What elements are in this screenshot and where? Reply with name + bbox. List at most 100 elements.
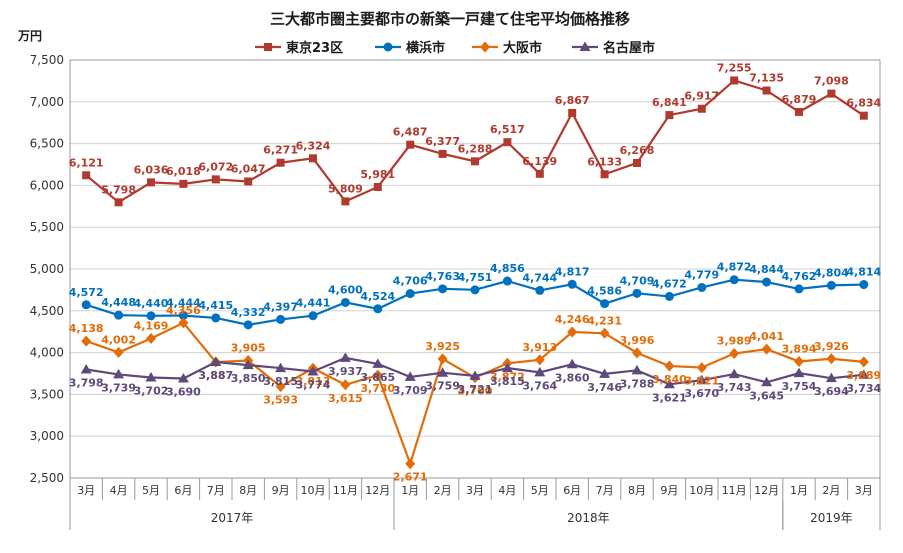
y-tick-label: 5,000 <box>30 262 64 276</box>
data-label: 6,917 <box>684 90 719 103</box>
data-label: 3,759 <box>425 380 460 393</box>
data-label: 4,231 <box>587 314 622 327</box>
y-tick-label: 5,500 <box>30 220 64 234</box>
data-label: 4,572 <box>69 286 104 299</box>
data-label: 4,762 <box>782 270 817 283</box>
data-point <box>826 280 836 290</box>
x-tick-label: 3月 <box>855 484 873 497</box>
data-label: 3,615 <box>328 392 363 405</box>
data-label: 6,121 <box>69 156 104 169</box>
x-tick-label: 5月 <box>142 484 160 497</box>
data-point <box>664 360 675 372</box>
data-point <box>211 175 220 184</box>
data-label: 6,867 <box>555 94 590 107</box>
data-point <box>81 335 92 347</box>
legend-label: 東京23区 <box>286 40 343 56</box>
data-point <box>438 284 448 294</box>
data-point <box>340 379 351 391</box>
data-label: 3,905 <box>231 342 266 355</box>
data-label: 4,872 <box>717 261 752 274</box>
data-label: 6,377 <box>425 135 460 148</box>
data-point <box>696 362 707 374</box>
data-label: 3,996 <box>620 334 655 347</box>
data-label: 3,850 <box>231 372 266 385</box>
data-label: 4,672 <box>652 277 687 290</box>
data-point <box>276 314 286 324</box>
data-point <box>696 374 708 385</box>
data-label: 3,645 <box>749 389 784 402</box>
data-label: 7,135 <box>749 72 784 85</box>
data-point <box>404 371 416 381</box>
data-label: 3,746 <box>587 381 622 394</box>
data-point <box>858 369 870 379</box>
data-label: 3,700 <box>458 385 493 398</box>
data-point <box>729 275 739 285</box>
data-point <box>795 107 803 116</box>
data-label: 4,763 <box>425 270 460 283</box>
data-point <box>858 356 869 368</box>
data-label: 4,751 <box>458 271 493 284</box>
data-point <box>113 368 125 379</box>
x-tick-label: 12月 <box>365 484 390 497</box>
year-label: 2019年 <box>810 511 853 525</box>
data-label: 3,690 <box>166 386 201 399</box>
series-1 <box>81 275 869 330</box>
x-tick-label: 10月 <box>689 484 714 497</box>
data-label: 4,138 <box>69 322 104 335</box>
data-label: 3,813 <box>296 375 331 388</box>
data-label: 7,098 <box>814 75 849 88</box>
legend-label: 大阪市 <box>503 40 542 56</box>
data-label: 6,517 <box>490 123 525 136</box>
x-tick-label: 8月 <box>628 484 646 497</box>
data-label: 7,255 <box>717 61 752 74</box>
data-point <box>178 310 188 320</box>
data-label: 4,441 <box>296 297 331 310</box>
data-label: 3,621 <box>652 391 687 404</box>
data-point <box>373 304 383 314</box>
y-tick-label: 6,500 <box>30 137 64 151</box>
year-label: 2017年 <box>211 511 254 525</box>
data-point <box>405 458 416 470</box>
data-label: 5,809 <box>328 182 363 195</box>
data-label: 4,779 <box>684 268 719 281</box>
data-point <box>114 198 123 207</box>
data-point <box>859 280 869 290</box>
data-label: 3,913 <box>522 341 557 354</box>
data-label: 3,694 <box>814 385 849 398</box>
data-label: 6,271 <box>263 144 298 157</box>
data-point <box>437 353 448 365</box>
data-label: 4,448 <box>101 296 136 309</box>
data-point <box>794 355 804 367</box>
y-tick-label: 3,500 <box>30 387 64 401</box>
data-point <box>469 370 481 380</box>
data-label: 3,937 <box>328 365 363 378</box>
legend: 東京23区 横浜市 大阪市 名古屋市 <box>255 40 655 56</box>
data-point <box>535 169 544 178</box>
data-point <box>827 89 836 98</box>
x-tick-label: 1月 <box>401 484 419 497</box>
data-point <box>599 327 610 339</box>
data-label: 3,860 <box>555 371 590 384</box>
data-label: 3,887 <box>198 369 233 382</box>
data-point <box>276 158 285 167</box>
data-label: 3,743 <box>717 381 752 394</box>
x-tick-label: 2月 <box>434 484 452 497</box>
data-point <box>383 42 393 52</box>
data-point <box>438 149 447 158</box>
data-point <box>242 359 254 370</box>
data-label: 4,524 <box>360 290 395 303</box>
data-point <box>697 104 706 113</box>
y-tick-label: 7,500 <box>30 53 64 67</box>
data-label: 4,041 <box>749 330 784 343</box>
data-point <box>264 43 272 51</box>
data-point <box>114 310 124 320</box>
x-tick-label: 3月 <box>466 484 484 497</box>
x-tick-label: 9月 <box>272 484 290 497</box>
data-point <box>535 285 545 295</box>
x-tick-label: 3月 <box>77 484 95 497</box>
x-tick-label: 7月 <box>596 484 614 497</box>
data-label: 4,415 <box>198 299 233 312</box>
data-point <box>631 364 643 375</box>
